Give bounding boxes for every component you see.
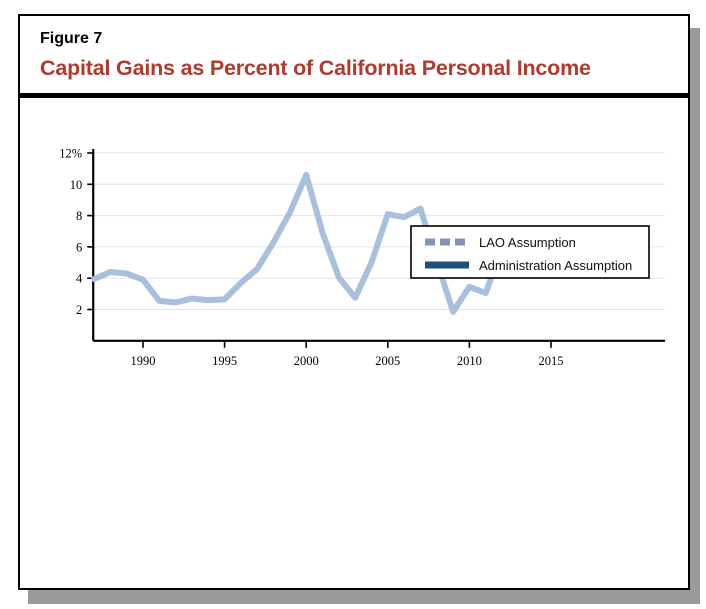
chart-x-ticks <box>142 340 552 348</box>
legend-box <box>410 225 650 279</box>
x-axis-tick-label: 2010 <box>457 354 482 368</box>
figure-number: Figure 7 <box>40 30 103 47</box>
y-axis-tick-label: 6 <box>76 240 82 254</box>
x-axis-tick-label: 1995 <box>212 354 237 368</box>
page-title: Capital Gains as Percent of California P… <box>40 56 591 80</box>
y-axis-tick-label: 8 <box>76 209 82 223</box>
legend-label-administration-assumption: Administration Assumption <box>479 258 632 273</box>
x-axis-tick-label: 1990 <box>131 354 156 368</box>
x-axis-tick-label: 2005 <box>375 354 400 368</box>
chart-plot-area: 12% 10 8 6 4 2 1990 1995 2000 2005 2010 2015 LAO A… <box>20 98 688 587</box>
x-axis-tick-label: 2015 <box>539 354 564 368</box>
y-axis-tick-label: 10 <box>70 178 83 192</box>
line-chart: 12% 10 8 6 4 2 1990 1995 2000 2005 2010 2015 LAO A… <box>59 147 665 368</box>
chart-x-axis-labels: 1990 1995 2000 2005 2010 2015 <box>131 354 564 368</box>
chart-y-axis-labels: 12% 10 8 6 4 2 <box>59 147 83 318</box>
figure-frame: Figure 7 Capital Gains as Percent of Cal… <box>18 14 690 590</box>
y-axis-tick-label: 4 <box>76 272 83 286</box>
chart-legend: LAO Assumption Administration Assumption <box>410 225 650 279</box>
y-axis-tick-label: 12% <box>59 147 82 161</box>
figure-header: Figure 7 Capital Gains as Percent of Cal… <box>20 16 688 98</box>
legend-label-lao-assumption: LAO Assumption <box>479 235 576 250</box>
x-axis-tick-label: 2000 <box>294 354 319 368</box>
y-axis-tick-label: 2 <box>76 303 82 317</box>
